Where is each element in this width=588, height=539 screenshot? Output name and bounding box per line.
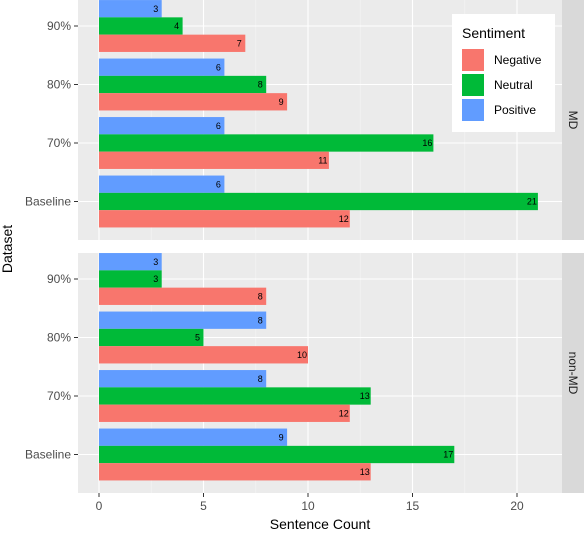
bar-negative xyxy=(99,93,288,111)
legend-label: Positive xyxy=(494,103,536,117)
bar-neutral xyxy=(99,75,267,94)
bar-positive xyxy=(99,58,225,76)
panel-non-md: 3 3 8 90% 8 5 10 80% 8 13 12 70% 9 17 13 Baseline non-MD xyxy=(25,253,584,493)
bar-positive xyxy=(99,175,225,193)
y-tick-label: 70% xyxy=(47,389,71,403)
legend-title: Sentiment xyxy=(462,25,525,41)
bar-negative xyxy=(99,151,329,169)
bar-positive xyxy=(99,311,267,329)
bar-negative xyxy=(99,210,350,228)
bar-neutral xyxy=(99,328,204,347)
y-tick-label: 90% xyxy=(47,19,71,33)
legend-key-negative xyxy=(462,49,484,71)
bar-negative xyxy=(99,287,267,305)
data-label: 12 xyxy=(339,409,349,419)
bar-negative xyxy=(99,404,350,422)
data-label: 8 xyxy=(258,374,263,384)
x-tick-label: 0 xyxy=(96,499,103,513)
data-label: 13 xyxy=(360,391,370,401)
data-label: 8 xyxy=(258,315,263,325)
facet-strip-label: MD xyxy=(566,111,580,130)
legend-label: Negative xyxy=(494,53,542,67)
y-tick-label: 70% xyxy=(47,136,71,150)
y-tick-label: Baseline xyxy=(25,195,71,209)
bar-neutral xyxy=(99,387,371,405)
data-label: 3 xyxy=(153,4,158,14)
data-label: 3 xyxy=(153,274,158,284)
data-label: 8 xyxy=(258,80,263,90)
x-tick-label: 20 xyxy=(510,499,524,513)
data-label: 11 xyxy=(318,156,327,166)
facet-strip-label: non-MD xyxy=(566,352,580,395)
data-label: 10 xyxy=(297,350,307,360)
data-label: 6 xyxy=(216,121,221,131)
bar-positive xyxy=(99,253,162,271)
data-label: 7 xyxy=(237,39,242,49)
x-tick-label: 10 xyxy=(301,499,315,513)
bar-neutral xyxy=(99,17,183,35)
bar-negative xyxy=(99,463,371,481)
bar-neutral xyxy=(99,270,162,288)
data-label: 17 xyxy=(443,450,453,460)
facet-strip xyxy=(562,0,584,240)
data-label: 8 xyxy=(258,292,263,302)
bar-positive xyxy=(99,117,225,135)
legend-label: Neutral xyxy=(494,78,533,92)
bar-neutral xyxy=(99,445,455,464)
y-axis-title: Dataset xyxy=(0,225,15,273)
legend-key-positive xyxy=(462,99,484,121)
data-label: 9 xyxy=(279,97,284,107)
x-axis-title: Sentence Count xyxy=(270,516,371,532)
legend: Sentiment Negative Neutral Positive xyxy=(452,14,555,132)
data-label: 16 xyxy=(422,138,432,148)
x-tick-label: 15 xyxy=(406,499,420,513)
y-tick-label: 80% xyxy=(47,331,71,345)
data-label: 12 xyxy=(339,214,349,224)
bar-negative xyxy=(99,346,308,364)
bar-neutral xyxy=(99,134,434,152)
bar-neutral xyxy=(99,192,538,211)
data-label: 6 xyxy=(216,179,221,189)
bar-positive xyxy=(99,428,288,446)
facet-strip xyxy=(562,253,584,493)
y-tick-label: 80% xyxy=(47,78,71,92)
x-tick-label: 5 xyxy=(200,499,207,513)
data-label: 5 xyxy=(195,333,200,343)
bar-positive xyxy=(99,370,267,388)
data-label: 9 xyxy=(279,432,284,442)
y-tick-label: 90% xyxy=(47,272,71,286)
legend-key-neutral xyxy=(462,74,484,96)
data-label: 3 xyxy=(153,257,158,267)
bar-negative xyxy=(99,34,246,52)
y-tick-label: Baseline xyxy=(25,448,71,462)
data-label: 4 xyxy=(174,21,179,31)
data-label: 13 xyxy=(360,467,370,477)
bar-positive xyxy=(99,0,162,18)
data-label: 6 xyxy=(216,62,221,72)
data-label: 21 xyxy=(527,197,537,207)
